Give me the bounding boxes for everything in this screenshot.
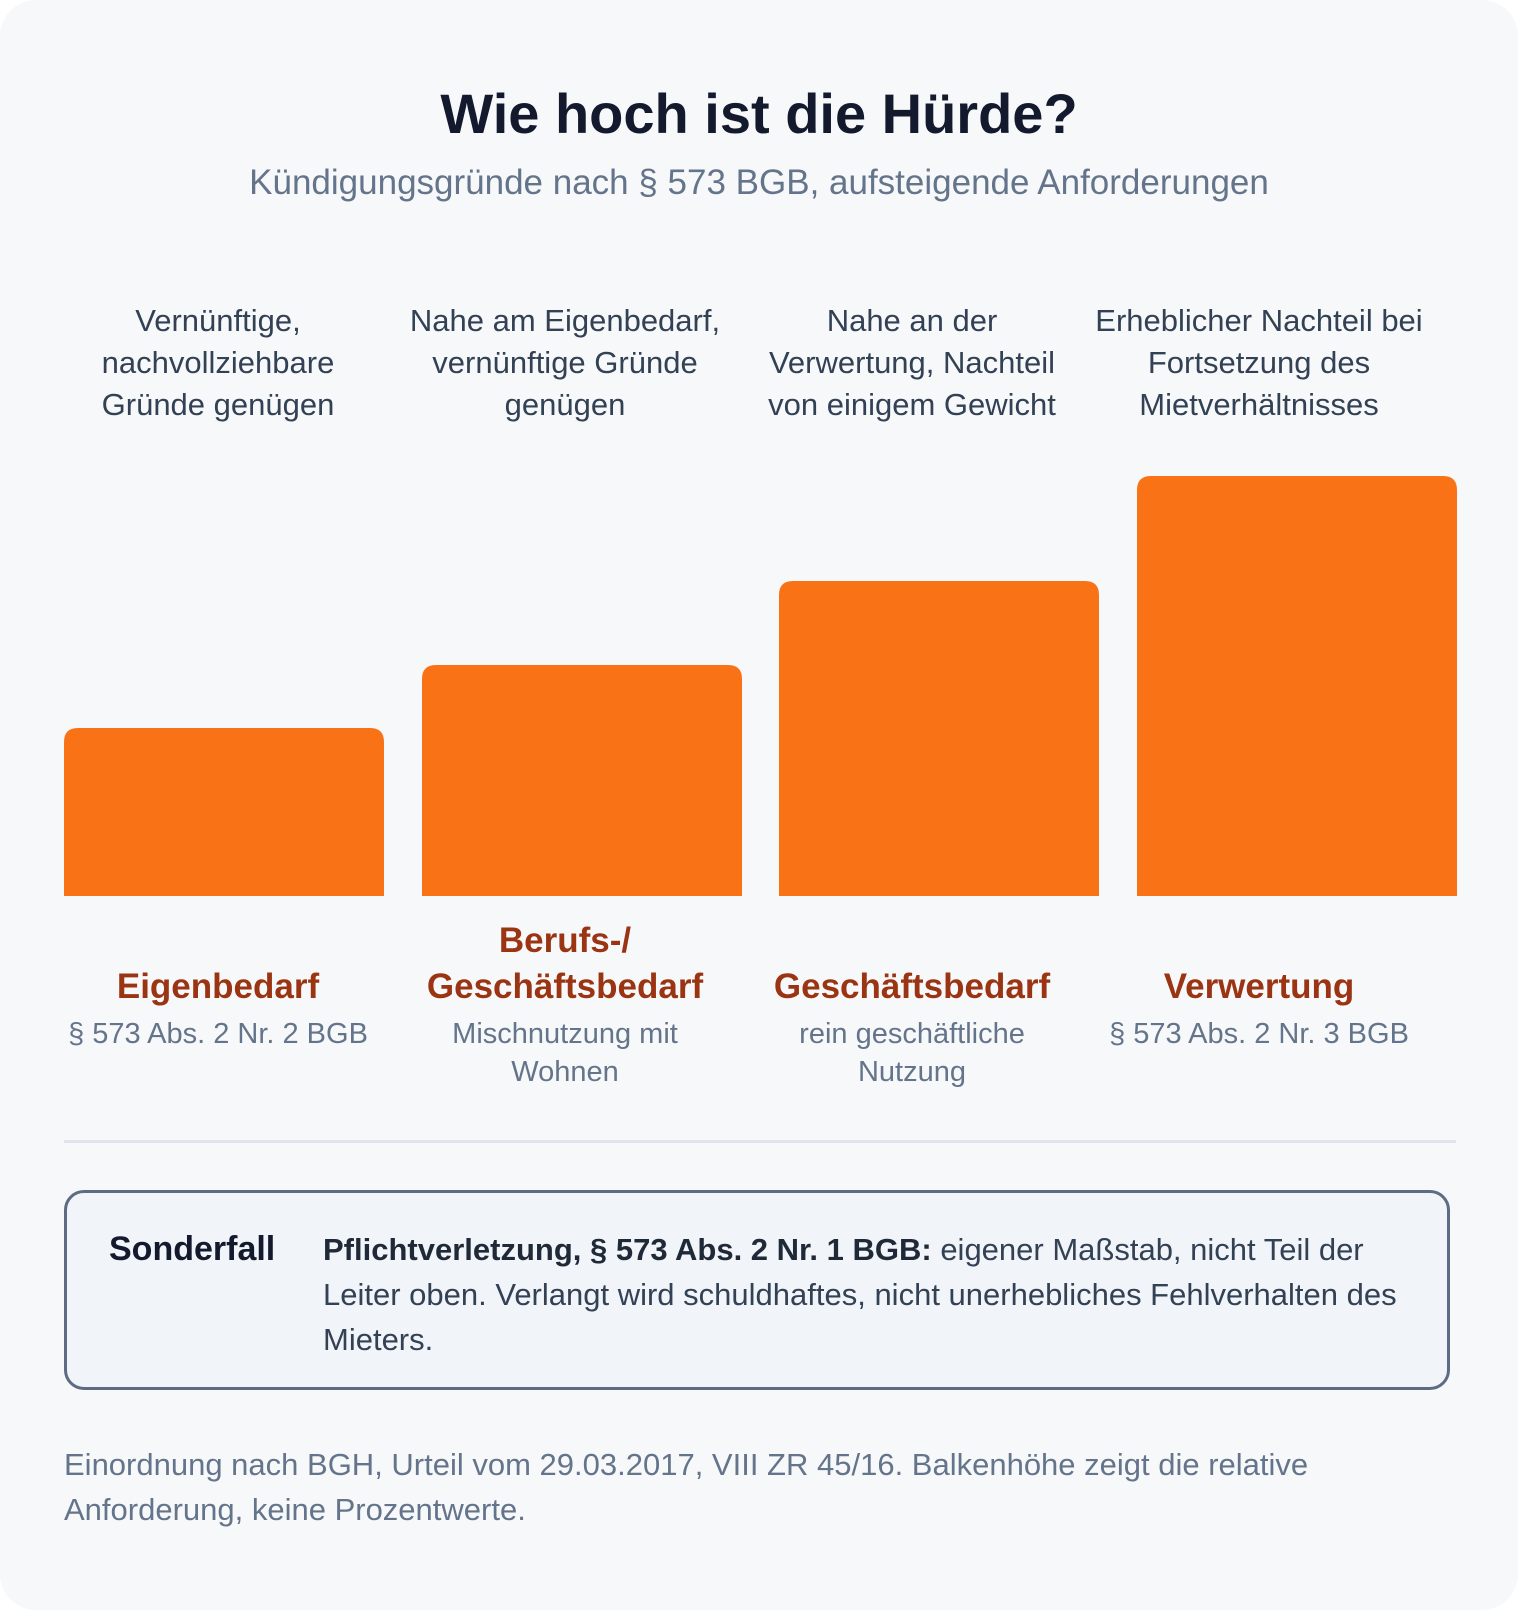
special-case-box: Sonderfall Pflichtverletzung, § 573 Abs.… — [64, 1190, 1450, 1390]
special-case-tag: Sonderfall — [109, 1230, 276, 1268]
special-case-body: eigener Maßstab, nicht Teil der Leiter o… — [323, 1232, 1397, 1357]
bar-sublabel-0: § 573 Abs. 2 Nr. 2 BGB — [68, 1018, 368, 1050]
bar-1 — [422, 665, 742, 896]
bar-3 — [1137, 476, 1457, 896]
divider — [64, 1140, 1456, 1143]
special-case-bold: Pflichtverletzung, § 573 Abs. 2 Nr. 1 BG… — [323, 1232, 932, 1267]
bar-label-3: Verwertung — [1163, 967, 1355, 1006]
bar-label-1: Berufs-/ Geschäftsbedarf — [426, 921, 704, 1006]
chart-title: Wie hoch ist die Hürde? — [440, 82, 1078, 145]
bar-label-2: Geschäftsbedarf — [773, 967, 1051, 1006]
footnote: Einordnung nach BGH, Urteil vom 29.03.20… — [64, 1447, 1309, 1527]
bar-0 — [64, 728, 384, 896]
bar-sublabel-3: § 573 Abs. 2 Nr. 3 BGB — [1109, 1018, 1409, 1050]
bar-sublabel-1: Mischnutzung mit Wohnen — [452, 1018, 678, 1088]
bar-chart — [64, 476, 1457, 896]
bar-description-3: Erheblicher Nachteil bei Fortsetzung des… — [1095, 303, 1423, 422]
bar-2 — [779, 581, 1099, 896]
bar-description-0: Vernünftige, nachvollziehbare Gründe gen… — [101, 303, 335, 422]
bar-description-1: Nahe am Eigenbedarf, vernünftige Gründe … — [409, 303, 721, 422]
bar-description-2: Nahe an der Verwertung, Nachteil von ein… — [768, 303, 1056, 422]
bar-sublabel-2: rein geschäftliche Nutzung — [799, 1018, 1025, 1088]
chart-subtitle: Kündigungsgründe nach § 573 BGB, aufstei… — [249, 163, 1269, 202]
bar-label-0: Eigenbedarf — [116, 967, 320, 1006]
special-case-text: Pflichtverletzung, § 573 Abs. 2 Nr. 1 BG… — [323, 1227, 1403, 1362]
